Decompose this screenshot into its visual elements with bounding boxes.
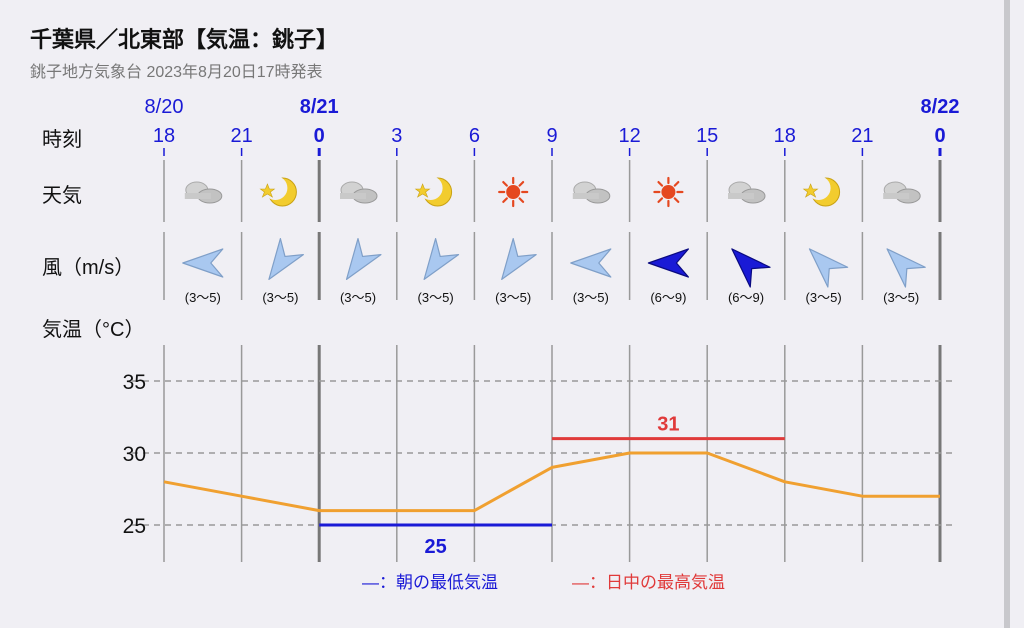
wind-arrow-shape xyxy=(423,237,460,280)
wind-speed-label: (3～5) xyxy=(495,290,531,305)
max-temp-label: 31 xyxy=(657,414,679,436)
wind-speed-label: (3～5) xyxy=(883,290,919,305)
wind-arrow-icon xyxy=(647,248,690,278)
wind-arrow-shape xyxy=(345,237,382,280)
hour-label: 12 xyxy=(618,125,640,147)
sun-ray xyxy=(502,181,508,187)
sun-ray xyxy=(673,181,680,187)
wind-arrow-icon xyxy=(345,237,382,280)
hour-label: 6 xyxy=(469,125,480,147)
sun-ray xyxy=(518,197,525,203)
star-shape xyxy=(802,183,819,198)
wind-arrow-shape xyxy=(731,248,771,288)
wind-speed-label: (3～5) xyxy=(418,290,454,305)
wind-speed-label: (3～5) xyxy=(262,290,298,305)
wind-speed-label: (3～5) xyxy=(185,290,221,305)
cloudy-icon xyxy=(728,181,766,204)
date-label: 8/22 xyxy=(921,96,960,118)
cloud-base xyxy=(572,193,599,199)
page-title: 千葉県／北東部【気温：銚子】 xyxy=(30,27,339,52)
clear-night-icon xyxy=(414,176,453,207)
cloud-base xyxy=(883,193,910,199)
hour-label: 18 xyxy=(153,125,175,147)
cloudy-icon xyxy=(184,181,223,204)
star-shape xyxy=(414,183,431,198)
wind-arrow-icon xyxy=(268,237,304,280)
hour-label: 0 xyxy=(934,125,945,147)
date-label: 8/20 xyxy=(145,96,184,118)
hour-label: 21 xyxy=(230,125,252,147)
cloudy-icon xyxy=(572,181,611,204)
row-label-wind: 風（m/s） xyxy=(42,256,134,279)
sun-core xyxy=(506,185,521,199)
cloud-base xyxy=(728,193,754,199)
wind-arrow-shape xyxy=(501,237,537,280)
wind-arrow-shape xyxy=(182,248,224,278)
sun-ray xyxy=(518,181,525,187)
wind-arrow-shape xyxy=(647,248,690,278)
hour-label: 0 xyxy=(314,125,325,147)
date-label: 8/21 xyxy=(300,96,339,118)
sun-core xyxy=(661,185,676,199)
wind-arrow-shape xyxy=(808,248,849,288)
wind-speed-label: (3～5) xyxy=(340,290,376,305)
min-temp-label: 25 xyxy=(424,536,446,558)
wind-arrow-icon xyxy=(501,237,537,280)
y-tick-label: 35 xyxy=(123,371,146,394)
scrollbar[interactable] xyxy=(1004,0,1010,628)
clear-night-icon xyxy=(802,176,841,207)
wind-arrow-icon xyxy=(886,248,926,288)
wind-arrow-shape xyxy=(886,248,926,288)
wind-speed-label: (3～5) xyxy=(573,290,609,305)
wind-arrow-shape xyxy=(268,237,304,280)
cloudy-icon xyxy=(883,181,921,204)
legend-max: —：日中の最高気温 xyxy=(572,573,725,592)
wind-arrow-icon xyxy=(570,248,612,278)
legend-min: —：朝の最低気温 xyxy=(362,573,498,592)
star-shape xyxy=(259,183,276,198)
hour-label: 9 xyxy=(546,125,557,147)
sun-ray xyxy=(673,197,680,203)
cloud-base xyxy=(184,193,211,199)
wind-arrow-icon xyxy=(182,248,224,278)
hour-label: 3 xyxy=(391,125,402,147)
page-subtitle: 銚子地方気象台 2023年8月20日17時発表 xyxy=(30,64,323,81)
wind-speed-label: (6～9) xyxy=(650,290,686,305)
cloudy-icon xyxy=(340,181,378,204)
clear-night-icon xyxy=(259,176,297,207)
hour-label: 15 xyxy=(696,125,718,147)
hour-label: 18 xyxy=(774,125,796,147)
wind-arrow-icon xyxy=(808,248,849,288)
wind-arrow-shape xyxy=(570,248,612,278)
wind-speed-label: (6～9) xyxy=(728,290,764,305)
sun-ray xyxy=(657,181,664,187)
y-tick-label: 30 xyxy=(123,443,146,466)
wind-speed-label: (3～5) xyxy=(806,290,842,305)
wind-arrow-icon xyxy=(731,248,771,288)
row-label-temp: 気温（°C） xyxy=(42,318,144,341)
sun-ray xyxy=(502,197,508,203)
hour-label: 21 xyxy=(851,125,873,147)
sunny-icon xyxy=(653,176,684,208)
wind-arrow-icon xyxy=(423,237,460,280)
sun-ray xyxy=(657,197,664,203)
sunny-icon xyxy=(498,176,529,208)
row-label-time: 時刻 xyxy=(42,128,82,151)
cloud-base xyxy=(340,193,366,199)
y-tick-label: 25 xyxy=(123,515,146,538)
row-label-weather: 天気 xyxy=(42,184,82,207)
